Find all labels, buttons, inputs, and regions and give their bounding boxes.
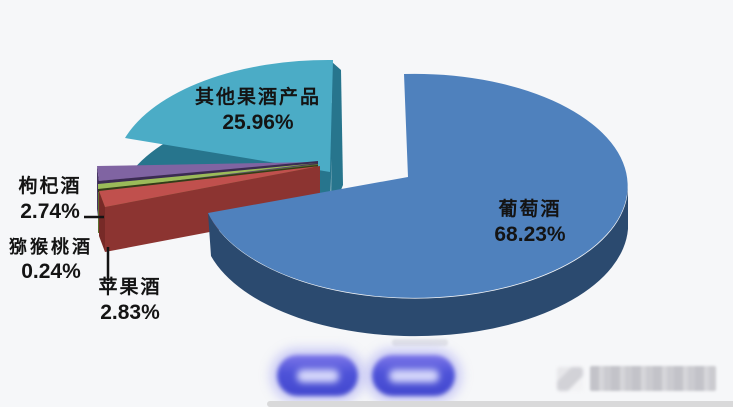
watermark-text-blurred (590, 366, 716, 391)
pie-slice-apple-side (105, 166, 320, 252)
watermark-logo-blurred (557, 367, 583, 391)
blurred-button-2-text (388, 369, 439, 382)
blurred-button-1-text (296, 369, 339, 382)
pie-slice-grape-top (208, 73, 628, 298)
blurred-button-1[interactable] (277, 355, 358, 396)
pie-slice-goji-edge-line (98, 161, 318, 184)
blurred-button-2[interactable] (372, 355, 455, 396)
pie-slice-apple-top (99, 166, 320, 207)
blurred-caption (392, 339, 448, 346)
bottom-divider-bar (267, 401, 733, 407)
pie-slice-apple-cap (99, 191, 105, 252)
pie-slice-grape-side (208, 186, 629, 337)
pie-slice-other-top (125, 59, 333, 172)
pie-slice-other-side-right (331, 62, 343, 214)
